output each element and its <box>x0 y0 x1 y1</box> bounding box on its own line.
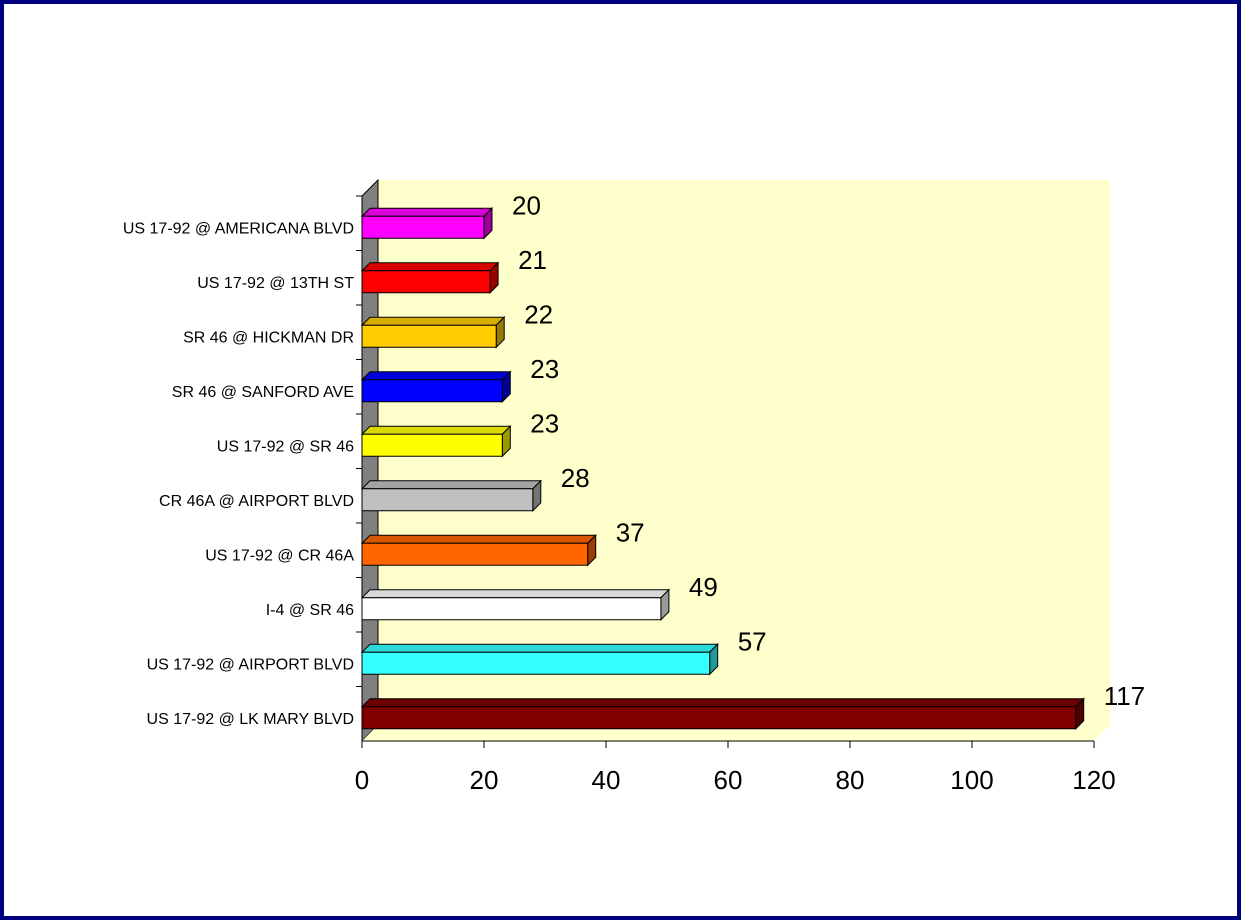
bar <box>361 706 1077 730</box>
x-tick-label: 120 <box>1072 765 1115 795</box>
data-label: 20 <box>512 190 541 220</box>
bar-top <box>360 643 719 653</box>
x-tick-label: 80 <box>836 765 865 795</box>
bar-top <box>360 262 500 272</box>
data-label: 28 <box>561 463 590 493</box>
category-label: SR 46 @ SANFORD AVE <box>172 384 354 401</box>
bar <box>361 270 491 294</box>
data-label: 49 <box>689 572 718 602</box>
bar-top <box>360 207 494 217</box>
data-label: 57 <box>738 626 767 656</box>
x-tick-label: 100 <box>950 765 993 795</box>
category-label: US 17-92 @ LK MARY BLVD <box>147 711 354 728</box>
bar-top <box>360 534 597 544</box>
bar <box>361 597 662 621</box>
bar-top <box>360 371 512 381</box>
bar-top <box>360 698 1085 708</box>
data-label: 21 <box>518 245 547 275</box>
data-label: 22 <box>524 299 553 329</box>
category-label: SR 46 @ HICKMAN DR <box>183 329 354 346</box>
category-label: US 17-92 @ AIRPORT BLVD <box>147 656 354 673</box>
bar <box>361 488 534 512</box>
category-label: I-4 @ SR 46 <box>266 602 354 619</box>
x-tick-label: 0 <box>355 765 369 795</box>
bar <box>361 651 711 675</box>
data-label: 23 <box>530 354 559 384</box>
category-label: CR 46A @ AIRPORT BLVD <box>159 493 354 510</box>
bar <box>361 215 485 239</box>
bar-top <box>360 425 512 435</box>
data-label: 23 <box>530 408 559 438</box>
bar <box>361 324 497 348</box>
data-label: 37 <box>616 517 645 547</box>
x-tick-label: 20 <box>470 765 499 795</box>
bar-top <box>360 480 543 490</box>
data-label: 117 <box>1104 681 1145 711</box>
bar-top <box>360 589 671 599</box>
category-label: US 17-92 @ AMERICANA BLVD <box>123 220 354 237</box>
category-label: US 17-92 @ CR 46A <box>205 547 354 564</box>
bar-top <box>360 316 506 326</box>
bar <box>361 433 503 457</box>
bar <box>361 379 503 403</box>
x-tick-label: 40 <box>592 765 621 795</box>
category-label: US 17-92 @ 13TH ST <box>197 275 354 292</box>
bar <box>361 542 589 566</box>
category-label: US 17-92 @ SR 46 <box>217 438 354 455</box>
x-tick-label: 60 <box>714 765 743 795</box>
